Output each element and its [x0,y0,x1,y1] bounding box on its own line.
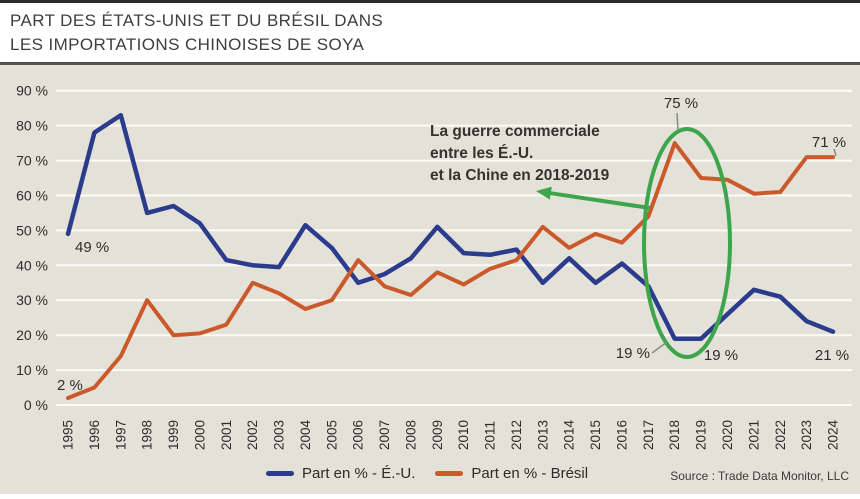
svg-text:50 %: 50 % [16,222,48,238]
svg-text:71 %: 71 % [812,134,846,151]
svg-text:2015: 2015 [588,420,603,450]
svg-text:2024: 2024 [826,419,841,450]
svg-text:10 %: 10 % [16,362,48,378]
svg-text:1997: 1997 [113,420,128,450]
svg-text:75 %: 75 % [664,95,698,112]
us-line-swatch [266,471,294,476]
chart-title: PART DES ÉTATS-UNIS ET DU BRÉSIL DANS LES… [10,9,383,57]
svg-text:21 %: 21 % [815,347,849,364]
svg-text:19 %: 19 % [616,345,650,362]
svg-text:1998: 1998 [140,420,155,450]
svg-text:1995: 1995 [61,420,76,450]
svg-text:2013: 2013 [535,420,550,450]
svg-text:1996: 1996 [87,420,102,450]
chart-area: 0 % 10 % 20 % 30 % 40 % 50 % 60 % 70 % 80 % 90 % 1… [0,65,860,494]
legend: Part en % - É.-U. Part en % - Brésil [266,465,588,482]
svg-text:2003: 2003 [272,420,287,450]
svg-text:2012: 2012 [509,420,524,450]
svg-text:40 %: 40 % [16,257,48,273]
legend-label-us: Part en % - É.-U. [302,465,416,482]
svg-text:2004: 2004 [298,419,313,450]
svg-text:2007: 2007 [377,420,392,450]
brazil-line-swatch [435,471,464,476]
svg-text:2009: 2009 [430,420,445,450]
legend-item-us: Part en % - É.-U. [266,465,415,482]
svg-text:2005: 2005 [324,420,339,450]
svg-text:2018: 2018 [667,420,682,450]
legend-label-brazil: Part en % - Brésil [471,465,589,482]
svg-text:70 %: 70 % [16,153,48,169]
svg-text:2002: 2002 [245,420,260,450]
svg-text:2014: 2014 [562,419,577,450]
svg-text:30 %: 30 % [16,292,48,308]
svg-text:2011: 2011 [483,421,498,450]
svg-text:20 %: 20 % [16,327,48,343]
legend-item-brazil: Part en % - Brésil [435,465,588,482]
svg-text:et la Chine en 2018-2019: et la Chine en 2018-2019 [430,167,610,184]
svg-text:2016: 2016 [615,420,630,450]
svg-text:2000: 2000 [192,420,207,450]
svg-text:2023: 2023 [799,420,814,450]
svg-text:49 %: 49 % [75,239,109,256]
svg-text:2020: 2020 [720,420,735,450]
svg-text:2008: 2008 [403,420,418,450]
svg-text:La guerre commerciale: La guerre commerciale [430,123,600,140]
title-line-2: LES IMPORTATIONS CHINOISES DE SOYA [10,35,365,54]
svg-text:2006: 2006 [351,420,366,450]
svg-text:2019: 2019 [694,420,709,450]
svg-text:2017: 2017 [641,420,656,450]
svg-text:2 %: 2 % [57,377,83,394]
header-divider [0,62,860,65]
svg-text:60 %: 60 % [16,188,48,204]
svg-text:2010: 2010 [456,420,471,450]
svg-text:2001: 2001 [219,420,234,450]
svg-text:1999: 1999 [166,420,181,450]
svg-text:90 %: 90 % [16,83,48,99]
svg-text:0 %: 0 % [24,397,48,413]
svg-text:2022: 2022 [773,420,788,450]
chart-header: PART DES ÉTATS-UNIS ET DU BRÉSIL DANS LES… [0,0,860,65]
svg-text:2021: 2021 [746,420,761,450]
top-rule [0,0,860,3]
title-line-1: PART DES ÉTATS-UNIS ET DU BRÉSIL DANS [10,11,384,30]
svg-text:80 %: 80 % [16,118,48,134]
chart-svg: 0 % 10 % 20 % 30 % 40 % 50 % 60 % 70 % 80 % 90 % 1… [16,83,852,450]
source-credit: Source : Trade Data Monitor, LLC [670,469,849,483]
svg-text:entre les É.-U.: entre les É.-U. [430,145,533,162]
svg-text:19 %: 19 % [704,347,738,364]
